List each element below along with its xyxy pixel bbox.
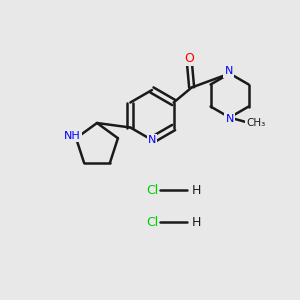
Text: H: H xyxy=(191,215,201,229)
Text: O: O xyxy=(185,52,195,65)
Text: N: N xyxy=(148,135,156,145)
Text: N: N xyxy=(224,67,233,76)
Text: Cl: Cl xyxy=(146,184,158,196)
Text: NH: NH xyxy=(64,131,80,141)
Text: CH₃: CH₃ xyxy=(246,118,265,128)
Text: H: H xyxy=(191,184,201,196)
Text: N: N xyxy=(226,115,234,124)
Text: Cl: Cl xyxy=(146,215,158,229)
